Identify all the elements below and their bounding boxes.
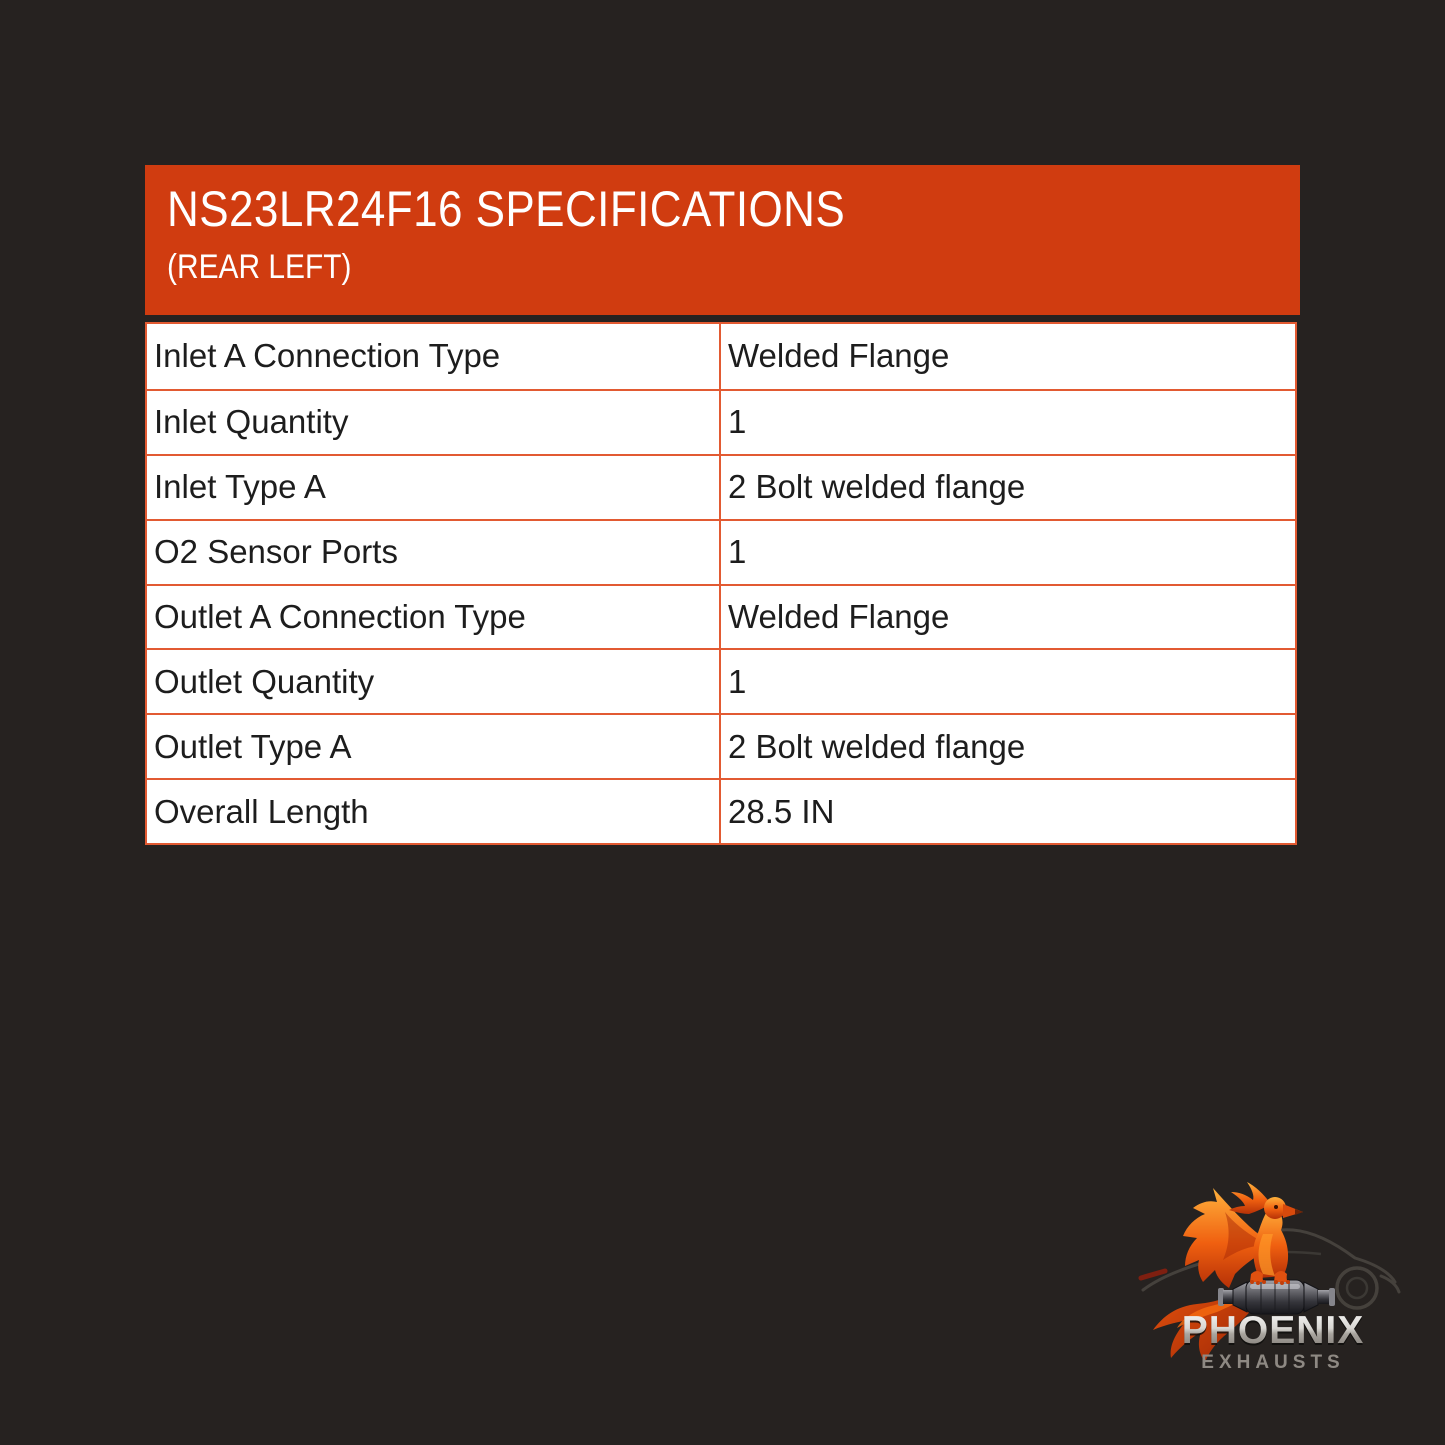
spec-value-cell: 1 <box>728 403 747 441</box>
spec-label-cell: Inlet A Connection Type <box>147 324 721 389</box>
table-row: O2 Sensor Ports 1 <box>147 518 1295 584</box>
table-row: Inlet A Connection Type Welded Flange <box>147 324 1295 389</box>
brand-name: PHOENIX <box>1182 1309 1365 1352</box>
brand-name-shadow: PHOENIX <box>1182 1311 1365 1354</box>
table-row: Outlet A Connection Type Welded Flange <box>147 583 1295 649</box>
page-subtitle: (REAR LEFT) <box>167 247 352 286</box>
phoenix-bird-icon <box>1153 1182 1303 1362</box>
spec-label-cell: Inlet Type A <box>147 455 721 519</box>
spec-header-banner: NS23LR24F16 SPECIFICATIONS (REAR LEFT) <box>145 165 1300 315</box>
spec-label-cell: O2 Sensor Ports <box>147 520 721 584</box>
table-row: Overall Length 28.5 IN <box>147 778 1295 844</box>
spec-value-cell: Welded Flange <box>728 337 950 375</box>
page-title: NS23LR24F16 SPECIFICATIONS <box>167 181 846 237</box>
spec-value-cell: 1 <box>728 533 747 571</box>
spec-label-cell: Outlet Type A <box>147 715 721 779</box>
spec-table: Inlet A Connection Type Welded Flange Inle… <box>145 322 1297 846</box>
spec-label-cell: Inlet Quantity <box>147 390 721 454</box>
spec-value-cell: 1 <box>728 662 747 700</box>
brand-logo: PHOENIX PHOENIX EXHAUSTS <box>1125 1178 1425 1408</box>
brand-tagline: EXHAUSTS <box>1201 1352 1344 1373</box>
spec-label-cell: Overall Length <box>147 780 721 844</box>
muffler-icon <box>1218 1279 1335 1315</box>
phoenix-feet <box>1250 1271 1290 1285</box>
spec-value-cell: 2 Bolt welded flange <box>728 727 1026 765</box>
spec-value-cell: Welded Flange <box>728 598 950 635</box>
spec-label-cell: Outlet A Connection Type <box>147 585 721 649</box>
spec-label-cell: Outlet Quantity <box>147 650 721 714</box>
table-row: Outlet Quantity 1 <box>147 648 1295 714</box>
spec-value-cell: 2 Bolt welded flange <box>728 468 1026 506</box>
spec-value-cell: 28.5 IN <box>728 792 835 830</box>
table-row: Inlet Quantity 1 <box>147 388 1295 454</box>
